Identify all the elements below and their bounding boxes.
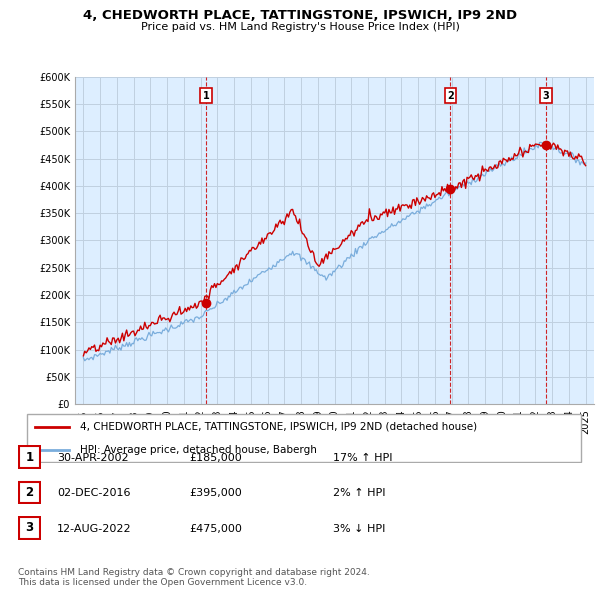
Text: 4, CHEDWORTH PLACE, TATTINGSTONE, IPSWICH, IP9 2ND (detached house): 4, CHEDWORTH PLACE, TATTINGSTONE, IPSWIC…: [80, 421, 477, 431]
Text: 30-APR-2002: 30-APR-2002: [57, 453, 128, 463]
FancyBboxPatch shape: [19, 481, 40, 503]
Text: 3% ↓ HPI: 3% ↓ HPI: [333, 523, 385, 533]
Text: 4, CHEDWORTH PLACE, TATTINGSTONE, IPSWICH, IP9 2ND: 4, CHEDWORTH PLACE, TATTINGSTONE, IPSWIC…: [83, 9, 517, 22]
FancyBboxPatch shape: [19, 517, 40, 539]
Text: £185,000: £185,000: [189, 453, 242, 463]
Text: Contains HM Land Registry data © Crown copyright and database right 2024.
This d: Contains HM Land Registry data © Crown c…: [18, 568, 370, 587]
Text: 02-DEC-2016: 02-DEC-2016: [57, 488, 131, 498]
Text: 2: 2: [25, 486, 34, 499]
Text: 3: 3: [542, 91, 549, 101]
Text: 12-AUG-2022: 12-AUG-2022: [57, 523, 131, 533]
Text: HPI: Average price, detached house, Babergh: HPI: Average price, detached house, Babe…: [80, 445, 317, 455]
Text: 2: 2: [447, 91, 454, 101]
Text: 17% ↑ HPI: 17% ↑ HPI: [333, 453, 392, 463]
Text: 1: 1: [25, 451, 34, 464]
Text: £475,000: £475,000: [189, 523, 242, 533]
Text: £395,000: £395,000: [189, 488, 242, 498]
Text: 1: 1: [203, 91, 209, 101]
FancyBboxPatch shape: [19, 446, 40, 468]
FancyBboxPatch shape: [27, 414, 581, 462]
Text: 2% ↑ HPI: 2% ↑ HPI: [333, 488, 386, 498]
Text: Price paid vs. HM Land Registry's House Price Index (HPI): Price paid vs. HM Land Registry's House …: [140, 22, 460, 32]
Text: 3: 3: [25, 522, 34, 535]
